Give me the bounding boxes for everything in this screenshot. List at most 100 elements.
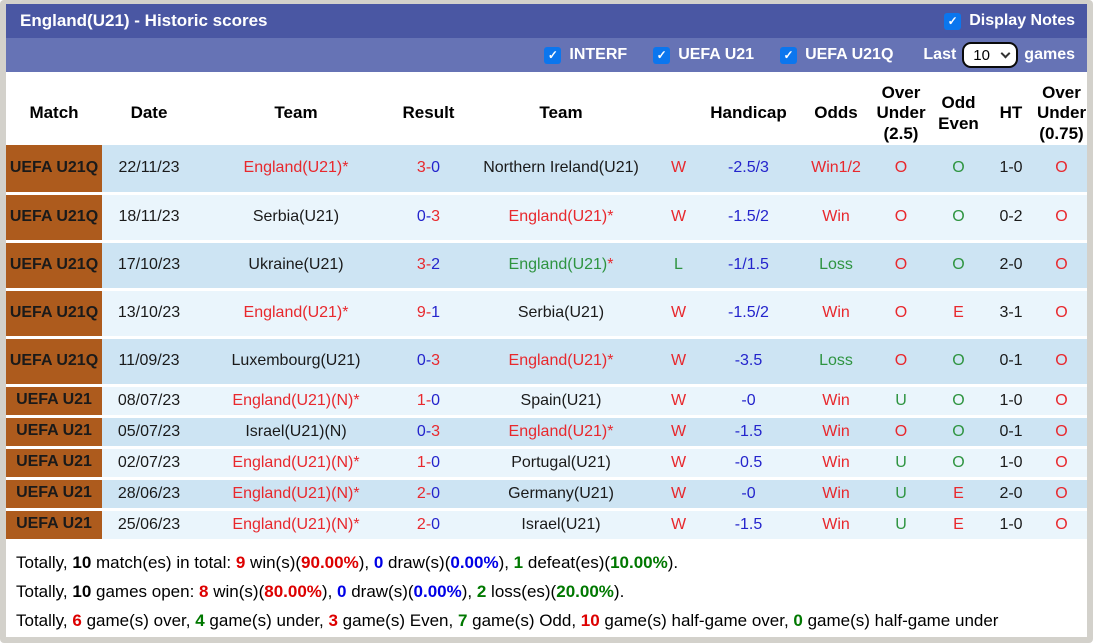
handicap-cell: -1.5	[696, 509, 801, 542]
odds-cell: Win	[801, 193, 871, 243]
away-team-cell: Germany(U21)	[461, 478, 661, 511]
handicap-cell: -1/1.5	[696, 241, 801, 291]
column-header: Over Under (0.75)	[1036, 82, 1087, 145]
competition-cell: UEFA U21Q	[6, 145, 102, 195]
odds-cell: Win	[801, 447, 871, 480]
over-under-0-75-cell: O	[1036, 478, 1087, 511]
over-under-0-75-cell: O	[1036, 145, 1087, 195]
page-title: England(U21) - Historic scores	[20, 11, 268, 30]
home-team-cell: England(U21)(N)*	[196, 385, 396, 418]
table-row: UEFA U21Q 11/09/23 Luxembourg(U21) 0-3 Engla…	[6, 337, 1087, 387]
games-label: games	[1024, 46, 1075, 63]
odds-cell: Loss	[801, 337, 871, 387]
home-team-cell: Serbia(U21)	[196, 193, 396, 243]
over-under-2-5-cell: O	[871, 193, 931, 243]
away-team-cell: England(U21)*	[461, 337, 661, 387]
date-cell: 02/07/23	[102, 447, 196, 480]
handicap-cell: -0	[696, 478, 801, 511]
half-time-cell: 2-0	[986, 241, 1036, 291]
handicap-cell: -2.5/3	[696, 145, 801, 195]
table-row: UEFA U21Q 22/11/23 England(U21)* 3-0 Norther…	[6, 145, 1087, 195]
over-under-2-5-cell: O	[871, 145, 931, 195]
summary-section: Totally, 10 match(es) in total: 9 win(s)…	[6, 541, 1087, 637]
win-loss-cell: W	[661, 337, 696, 387]
table-row: UEFA U21 02/07/23 England(U21)(N)* 1-0 Portu…	[6, 447, 1087, 480]
win-loss-cell: W	[661, 478, 696, 511]
home-team-cell: Israel(U21)(N)	[196, 416, 396, 449]
date-cell: 22/11/23	[102, 145, 196, 195]
date-cell: 11/09/23	[102, 337, 196, 387]
display-notes-toggle[interactable]: Display Notes	[944, 12, 1075, 30]
handicap-cell: -1.5/2	[696, 289, 801, 339]
filter-interf[interactable]: INTERF	[544, 46, 627, 64]
date-cell: 05/07/23	[102, 416, 196, 449]
date-cell: 17/10/23	[102, 241, 196, 291]
away-team-cell: England(U21)*	[461, 241, 661, 291]
table-row: UEFA U21 25/06/23 England(U21)(N)* 2-0 Israe…	[6, 509, 1087, 542]
column-header: Match	[6, 82, 102, 145]
column-header: Over Under (2.5)	[871, 82, 931, 145]
display-notes-checkbox-icon[interactable]	[944, 12, 962, 30]
games-count-select-wrap: 10	[962, 42, 1019, 68]
half-time-cell: 0-2	[986, 193, 1036, 243]
display-notes-label: Display Notes	[969, 12, 1075, 29]
home-team-cell: England(U21)*	[196, 145, 396, 195]
odds-cell: Win	[801, 478, 871, 511]
home-team-cell: England(U21)(N)*	[196, 478, 396, 511]
last-label: Last	[923, 46, 957, 63]
over-under-2-5-cell: U	[871, 447, 931, 480]
games-count-select[interactable]: 10	[962, 42, 1019, 68]
table-header-row: Match Date Team Result Team Handicap Odds Over …	[6, 82, 1087, 145]
historic-scores-table: Match Date Team Result Team Handicap Odds Over …	[6, 82, 1087, 542]
handicap-cell: -0	[696, 385, 801, 418]
odd-even-cell: E	[931, 509, 986, 542]
interf-checkbox-icon[interactable]	[544, 46, 562, 64]
win-loss-cell: W	[661, 145, 696, 195]
result-cell: 3-2	[396, 241, 461, 291]
over-under-0-75-cell: O	[1036, 385, 1087, 418]
half-time-cell: 0-1	[986, 416, 1036, 449]
over-under-2-5-cell: O	[871, 241, 931, 291]
table-row: UEFA U21Q 17/10/23 Ukraine(U21) 3-2 England(…	[6, 241, 1087, 291]
odds-cell: Win1/2	[801, 145, 871, 195]
odd-even-cell: O	[931, 145, 986, 195]
over-under-2-5-cell: O	[871, 416, 931, 449]
column-header: Odd Even	[931, 82, 986, 145]
odds-cell: Win	[801, 416, 871, 449]
table-row: UEFA U21 05/07/23 Israel(U21)(N) 0-3 England…	[6, 416, 1087, 449]
result-cell: 0-3	[396, 193, 461, 243]
away-team-cell: Spain(U21)	[461, 385, 661, 418]
interf-label: INTERF	[569, 46, 628, 63]
competition-cell: UEFA U21Q	[6, 289, 102, 339]
result-cell: 0-3	[396, 416, 461, 449]
away-team-cell: Portugal(U21)	[461, 447, 661, 480]
result-cell: 2-0	[396, 478, 461, 511]
over-under-0-75-cell: O	[1036, 337, 1087, 387]
summary-line: Totally, 10 games open: 8 win(s)(80.00%)…	[16, 581, 625, 601]
half-time-cell: 3-1	[986, 289, 1036, 339]
date-cell: 08/07/23	[102, 385, 196, 418]
column-header: Odds	[801, 82, 871, 145]
uefa-u21-checkbox-icon[interactable]	[653, 46, 671, 64]
table-row: UEFA U21 08/07/23 England(U21)(N)* 1-0 Spain…	[6, 385, 1087, 418]
over-under-2-5-cell: O	[871, 337, 931, 387]
over-under-2-5-cell: O	[871, 289, 931, 339]
over-under-2-5-cell: U	[871, 478, 931, 511]
table-row: UEFA U21Q 13/10/23 England(U21)* 9-1 Serbia(…	[6, 289, 1087, 339]
half-time-cell: 1-0	[986, 447, 1036, 480]
uefa-u21q-checkbox-icon[interactable]	[780, 46, 798, 64]
home-team-cell: England(U21)(N)*	[196, 447, 396, 480]
result-cell: 1-0	[396, 385, 461, 418]
odds-cell: Win	[801, 289, 871, 339]
spacer	[6, 72, 1087, 82]
win-loss-cell: W	[661, 289, 696, 339]
handicap-cell: -3.5	[696, 337, 801, 387]
over-under-0-75-cell: O	[1036, 509, 1087, 542]
filter-uefa-u21q[interactable]: UEFA U21Q	[780, 46, 893, 64]
column-header: Handicap	[696, 82, 801, 145]
competition-cell: UEFA U21Q	[6, 337, 102, 387]
filter-uefa-u21[interactable]: UEFA U21	[653, 46, 754, 64]
away-team-cell: Serbia(U21)	[461, 289, 661, 339]
column-header: Result	[396, 82, 461, 145]
